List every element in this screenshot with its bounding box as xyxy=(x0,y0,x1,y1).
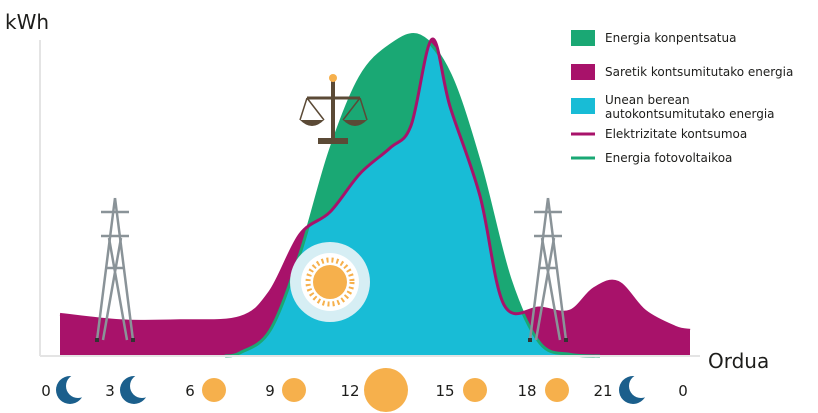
moon-cut xyxy=(130,374,154,398)
sun-icon xyxy=(282,378,306,402)
legend: Energia konpentsatua Saretik kontsumituta… xyxy=(571,30,793,165)
x-tick-label: 3 xyxy=(105,382,115,400)
scales-top xyxy=(329,74,337,82)
x-tick-label: 0 xyxy=(678,382,688,400)
sun-icon xyxy=(463,378,487,402)
transmission-tower-right xyxy=(528,197,568,342)
legend-label: Elektrizitate kontsumoa xyxy=(605,127,747,141)
line-consumption xyxy=(59,37,691,332)
transmission-tower-left-foot-left xyxy=(95,338,99,342)
x-axis-label: Ordua xyxy=(708,349,769,373)
moon-icon xyxy=(120,374,154,404)
scales-icon xyxy=(299,74,368,144)
transmission-tower-left xyxy=(95,197,135,342)
sun-center-icon xyxy=(290,242,370,322)
x-tick-label: 0 xyxy=(41,382,51,400)
x-tick-label: 15 xyxy=(435,382,454,400)
x-tick-label: 6 xyxy=(185,382,195,400)
moon-cut xyxy=(66,374,90,398)
transmission-tower-right-legs xyxy=(528,197,568,341)
sun-rays xyxy=(305,257,355,307)
transmission-tower-right-foot-right xyxy=(564,338,568,342)
legend-swatch xyxy=(571,98,595,114)
x-axis-ticks: 0 3 6 9 12 15 18 21 0 xyxy=(41,368,688,412)
x-tick-label: 12 xyxy=(340,382,359,400)
sun-large-icon xyxy=(364,368,408,412)
transmission-tower-left-braces xyxy=(101,237,129,341)
legend-label: autokontsumitutako energia xyxy=(605,107,775,121)
transmission-tower-right-foot-left xyxy=(528,338,532,342)
x-tick-label: 9 xyxy=(265,382,275,400)
moon-icon xyxy=(619,374,653,404)
scales-strings xyxy=(299,97,368,121)
x-tick-label: 18 xyxy=(517,382,536,400)
transmission-tower-right-braces xyxy=(534,237,562,341)
transmission-tower-left-foot-right xyxy=(131,338,135,342)
chart-decorations xyxy=(95,74,568,342)
chart-areas xyxy=(59,33,691,358)
scales-base xyxy=(318,138,348,144)
sun-icon xyxy=(545,378,569,402)
sun-core xyxy=(313,265,347,299)
moon-icon xyxy=(56,374,90,404)
legend-label: Energia fotovoltaikoa xyxy=(605,151,732,165)
area-self-consumed-group xyxy=(225,39,600,356)
sun-icon xyxy=(202,378,226,402)
chart-axes xyxy=(39,40,700,357)
transmission-tower-left-legs xyxy=(95,197,135,341)
scales-pan-right xyxy=(343,120,367,126)
legend-label: Energia konpentsatua xyxy=(605,31,736,45)
moon-cut xyxy=(629,374,653,398)
legend-swatch xyxy=(571,30,595,46)
x-tick-label: 21 xyxy=(593,382,612,400)
area-self-consumed xyxy=(225,39,600,356)
scales-pan-left xyxy=(300,120,324,126)
legend-label: Unean berean xyxy=(605,93,690,107)
legend-swatch xyxy=(571,64,595,80)
legend-label: Saretik kontsumitutako energia xyxy=(605,65,793,79)
y-axis-label: kWh xyxy=(5,10,49,34)
